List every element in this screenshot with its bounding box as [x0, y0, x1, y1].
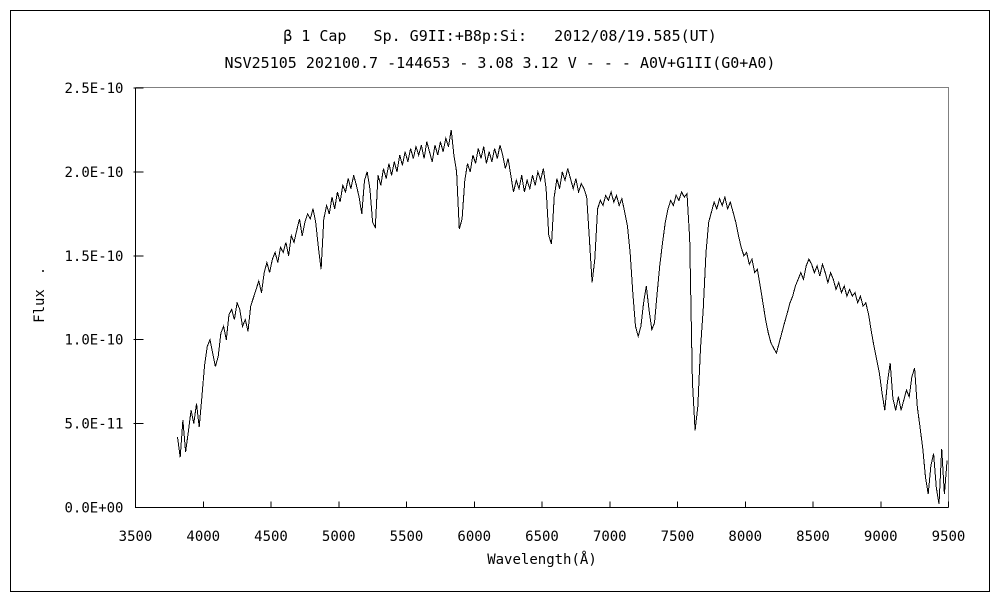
x-tick-label: 9000	[864, 529, 898, 545]
y-tick-label: 1.0E-10	[64, 333, 123, 349]
artifact-dot	[42, 270, 44, 272]
y-tick-label: 2.5E-10	[64, 81, 123, 97]
x-tick-label: 7500	[661, 529, 695, 545]
y-tick-label: 5.0E-11	[64, 417, 123, 433]
x-tick-label: 7000	[593, 529, 627, 545]
chart-title: β 1 Cap Sp. G9II:+B8p:Si: 2012/08/19.585…	[283, 27, 717, 45]
x-tick-label: 4500	[254, 529, 288, 545]
plot-frame	[135, 87, 949, 508]
outer-border	[10, 10, 990, 592]
x-tick-label: 8500	[796, 529, 830, 545]
spectrum-line	[177, 129, 948, 505]
x-axis-title: Wavelength(Å)	[487, 552, 597, 568]
x-tick-label: 4000	[186, 529, 220, 545]
x-tick-label: 6500	[525, 529, 559, 545]
x-tick-label: 5500	[390, 529, 424, 545]
x-tick-label: 5000	[322, 529, 356, 545]
x-tick-label: 9500	[932, 529, 966, 545]
x-tick-label: 8000	[728, 529, 762, 545]
y-tick-label: 1.5E-10	[64, 249, 123, 265]
x-tick-label: 3500	[119, 529, 153, 545]
x-tick-label: 6000	[457, 529, 491, 545]
y-tick-label: 2.0E-10	[64, 165, 123, 181]
y-axis-title: Flux	[32, 289, 48, 323]
chart-subtitle: NSV25105 202100.7 -144653 - 3.08 3.12 V …	[224, 54, 776, 72]
y-tick-label: 0.0E+00	[64, 501, 123, 517]
